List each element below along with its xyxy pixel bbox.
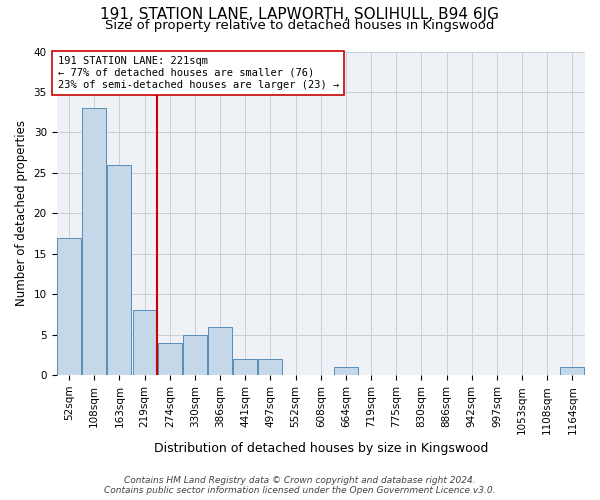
- Bar: [334, 367, 358, 375]
- Bar: [560, 367, 584, 375]
- Text: 191, STATION LANE, LAPWORTH, SOLIHULL, B94 6JG: 191, STATION LANE, LAPWORTH, SOLIHULL, B…: [101, 8, 499, 22]
- Bar: [57, 238, 81, 375]
- Text: Size of property relative to detached houses in Kingswood: Size of property relative to detached ho…: [106, 19, 494, 32]
- Bar: [233, 359, 257, 375]
- Y-axis label: Number of detached properties: Number of detached properties: [15, 120, 28, 306]
- Bar: [133, 310, 157, 375]
- Text: 191 STATION LANE: 221sqm
← 77% of detached houses are smaller (76)
23% of semi-d: 191 STATION LANE: 221sqm ← 77% of detach…: [58, 56, 339, 90]
- Text: Contains HM Land Registry data © Crown copyright and database right 2024.
Contai: Contains HM Land Registry data © Crown c…: [104, 476, 496, 495]
- Bar: [183, 334, 207, 375]
- Bar: [82, 108, 106, 375]
- Bar: [259, 359, 283, 375]
- X-axis label: Distribution of detached houses by size in Kingswood: Distribution of detached houses by size …: [154, 442, 488, 455]
- Bar: [158, 343, 182, 375]
- Bar: [107, 165, 131, 375]
- Bar: [208, 326, 232, 375]
